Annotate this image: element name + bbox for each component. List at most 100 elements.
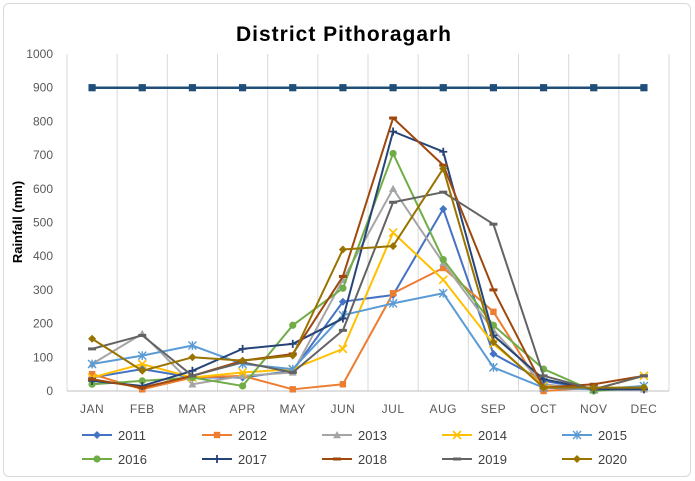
legend-item-2020: 2020: [562, 452, 627, 467]
data-point-2020: [389, 242, 398, 251]
x-tick-label: AUG: [429, 402, 457, 416]
legend-label: 2016: [118, 452, 147, 467]
data-point-2020: [639, 383, 648, 392]
data-point-2012: [88, 370, 96, 378]
data-point-2014: [388, 228, 398, 238]
legend-item-2016: 2016: [82, 452, 147, 467]
legend-marker: [213, 431, 221, 439]
data-point-2019: [138, 333, 147, 337]
data-point-2015: [438, 288, 448, 298]
data-point-reference-10: [138, 84, 146, 92]
data-point-reference-10: [238, 84, 247, 92]
data-point-2020: [88, 334, 97, 343]
data-point-2014: [438, 275, 448, 285]
series-line-2012: [91, 266, 644, 392]
data-point-2016: [389, 149, 397, 158]
data-point-2012: [339, 381, 347, 388]
data-point-2020: [489, 338, 498, 347]
data-point-2012: [389, 290, 397, 297]
y-axis-label: Rainfall (mm): [10, 181, 25, 263]
x-tick-label: JAN: [80, 402, 104, 416]
data-point-reference-10: [339, 84, 347, 92]
x-tick-label: MAY: [279, 402, 306, 416]
data-point-2014: [338, 344, 348, 354]
x-tick-label: JUN: [330, 402, 355, 416]
data-point-reference-10: [590, 84, 598, 92]
legend-marker: [452, 430, 462, 440]
legend-label: 2020: [598, 452, 627, 467]
legend-label: 2014: [478, 428, 507, 443]
legend-item-2012: 2012: [202, 428, 267, 443]
data-point-2019: [288, 370, 297, 374]
legend-label: 2015: [598, 428, 627, 443]
series-line-2017: [91, 130, 644, 391]
y-tick-label: 300: [33, 283, 53, 297]
x-tick-label: SEP: [481, 402, 507, 416]
legend-item-2013: 2013: [322, 428, 387, 443]
data-point-2012: [440, 264, 447, 272]
series-line-2019: [91, 191, 645, 391]
data-point-reference-10: [539, 84, 548, 92]
data-point-2016: [339, 284, 347, 292]
data-point-2015: [187, 341, 197, 350]
data-point-2012: [490, 308, 497, 316]
data-point-2018: [389, 116, 398, 120]
x-tick-label: MAR: [178, 402, 206, 416]
legend-item-2017: 2017: [202, 452, 267, 467]
data-point-2017: [338, 314, 347, 323]
y-tick-label: 100: [33, 350, 53, 364]
legend-marker: [333, 457, 341, 461]
data-point-2014: [137, 359, 147, 369]
data-point-2018: [88, 377, 97, 381]
data-point-reference-10: [188, 84, 197, 92]
series-2019: [88, 190, 648, 391]
chart-title: District Pithoragarh: [236, 23, 452, 46]
y-tick-label: 500: [33, 216, 53, 230]
legend-label: 2011: [118, 428, 146, 443]
data-point-2017: [389, 127, 398, 136]
legend-item-2019: 2019: [442, 452, 507, 467]
legend-marker: [213, 455, 221, 463]
legend-item-2014: 2014: [442, 428, 507, 443]
x-tick-label: NOV: [580, 402, 608, 416]
data-point-2020: [589, 383, 598, 392]
y-tick-label: 600: [33, 182, 53, 196]
data-point-2011: [338, 297, 347, 306]
data-point-2018: [138, 386, 147, 390]
legend-marker: [453, 457, 461, 461]
data-point-2015: [87, 359, 97, 369]
data-point-2011: [439, 205, 448, 214]
series-group: [87, 84, 649, 395]
series-line-2020: [91, 167, 644, 389]
data-point-2013: [389, 184, 398, 192]
legend-label: 2017: [238, 452, 267, 467]
data-point-reference-10: [489, 84, 498, 92]
data-point-2016: [289, 321, 297, 329]
series-2020: [88, 164, 648, 392]
data-point-2016: [439, 255, 447, 264]
data-point-2018: [489, 288, 498, 292]
y-tick-label: 400: [33, 249, 53, 263]
data-point-2019: [88, 347, 97, 351]
legend-label: 2013: [358, 428, 387, 443]
legend-marker: [93, 431, 101, 439]
data-point-2011: [489, 349, 498, 358]
data-point-2019: [338, 328, 347, 332]
data-point-reference-10: [640, 84, 648, 92]
data-point-2020: [138, 366, 147, 375]
data-point-reference-10: [389, 84, 397, 92]
data-point-2020: [288, 351, 297, 360]
series-reference-10: [88, 84, 648, 92]
data-point-2019: [389, 200, 398, 204]
y-axis-ticks: 0 100 200 300 400 500 600 700 800 900 1000: [26, 47, 53, 398]
x-tick-label: OCT: [530, 402, 557, 416]
data-point-2015: [488, 362, 498, 372]
data-point-2017: [288, 339, 297, 348]
data-point-2020: [188, 353, 197, 362]
data-point-2020: [338, 245, 347, 254]
data-point-2018: [338, 274, 347, 278]
data-point-2013: [238, 371, 247, 380]
legend-marker: [93, 455, 101, 463]
data-point-2019: [439, 190, 448, 194]
